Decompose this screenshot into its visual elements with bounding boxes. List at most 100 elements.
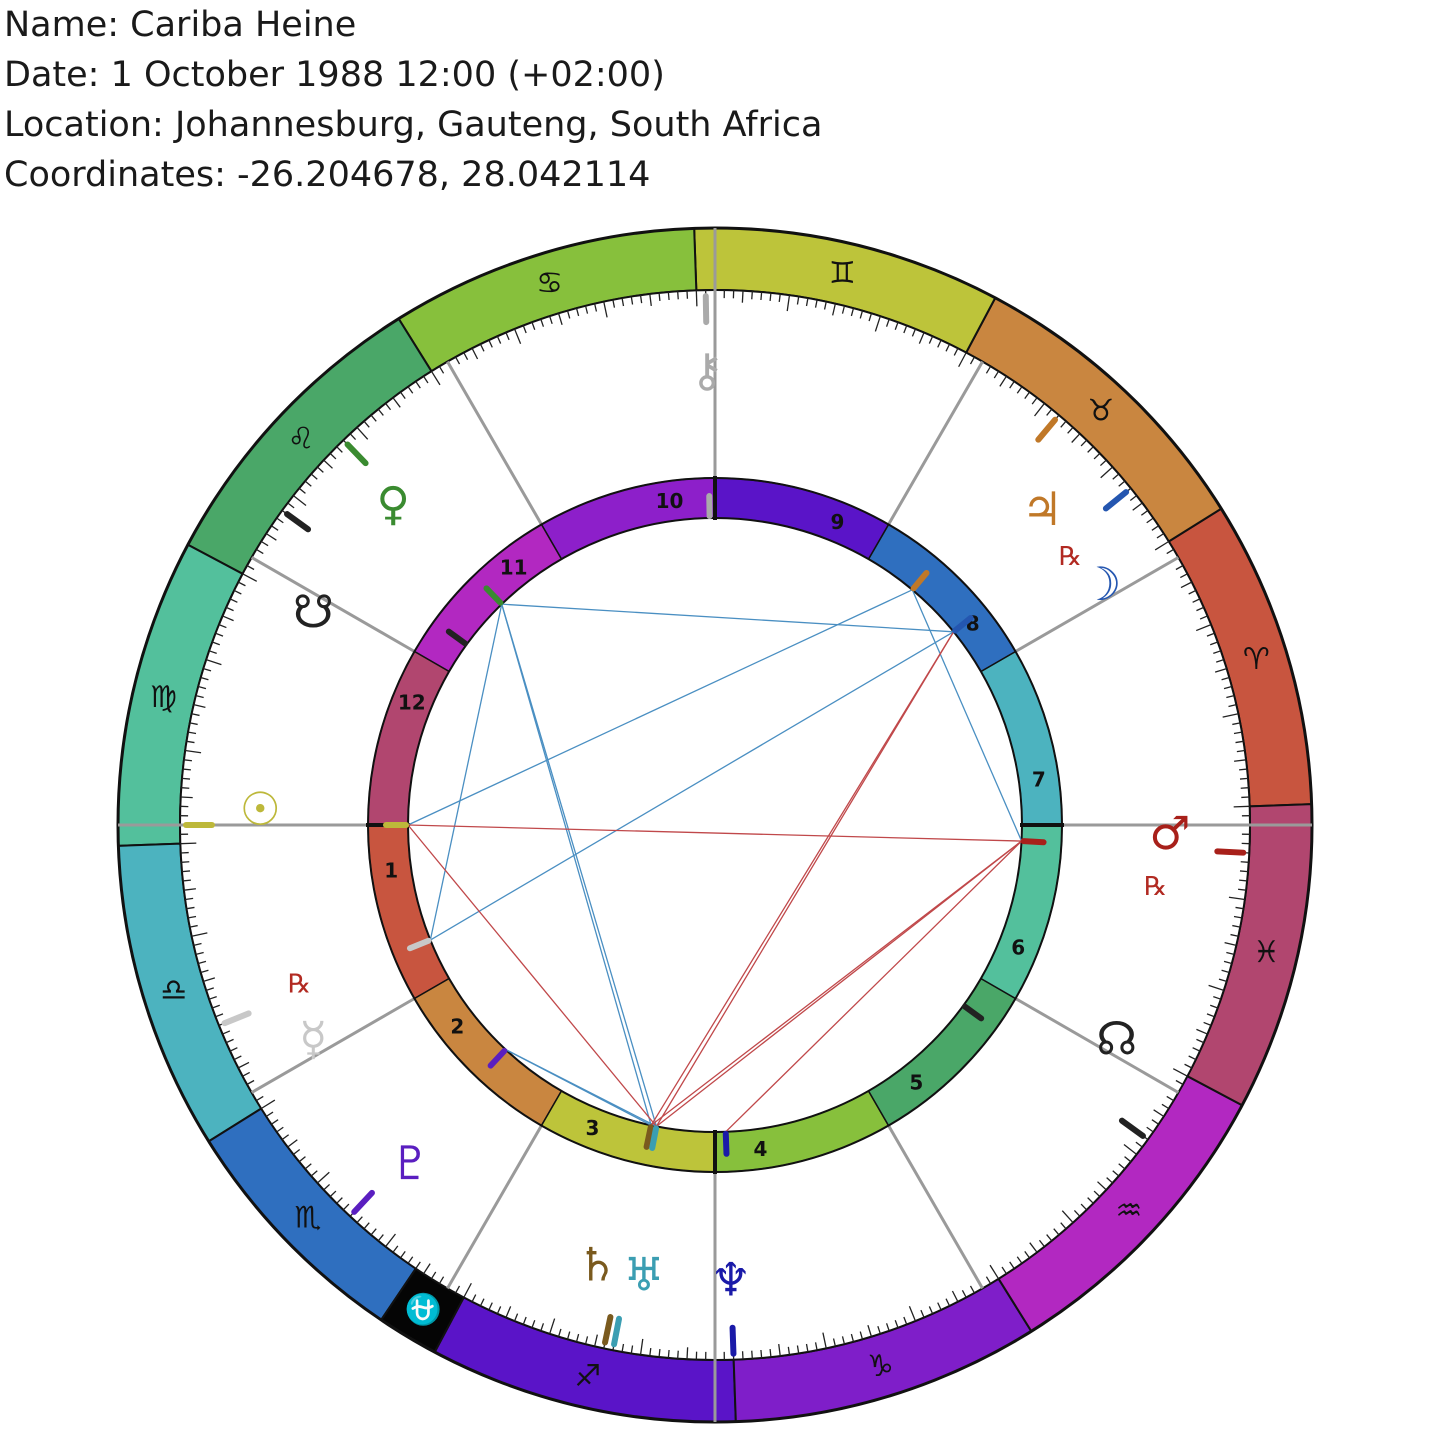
degree-tick <box>1175 565 1184 571</box>
venus-house-marker <box>483 585 504 606</box>
degree-tick <box>276 517 284 524</box>
degree-tick <box>222 1030 231 1035</box>
degree-tick <box>805 1343 809 1352</box>
degree-tick <box>522 1316 527 1325</box>
degree-tick <box>1239 870 1249 873</box>
degree-tick <box>488 1302 493 1311</box>
degree-tick <box>276 1126 284 1133</box>
coordinates-line: Coordinates: -26.204678, 28.042114 <box>4 155 651 195</box>
mars-house-marker <box>1020 838 1047 846</box>
degree-tick <box>885 1323 890 1332</box>
moon-zodiac-marker <box>1102 489 1130 512</box>
degree-tick <box>814 1342 818 1351</box>
uranus-zodiac-marker <box>611 1315 623 1348</box>
degree-tick <box>1239 879 1248 882</box>
house-cusp-line <box>250 556 416 653</box>
degree-tick <box>1240 861 1249 863</box>
mars-retrograde-icon: ℞ <box>1144 872 1167 902</box>
degree-tick <box>1087 446 1094 453</box>
degree-tick <box>455 1285 461 1294</box>
saturn-house-marker <box>643 1124 654 1150</box>
degree-tick <box>594 1334 598 1347</box>
degree-tick <box>1228 896 1245 901</box>
degree-tick <box>1166 548 1174 555</box>
house-cusp-line <box>887 1124 984 1290</box>
degree-tick <box>186 740 195 744</box>
degree-tick <box>1232 924 1241 928</box>
zodiac-glyph-taurus: ♉ <box>1088 394 1115 429</box>
degree-tick <box>242 1071 250 1077</box>
degree-tick <box>1221 676 1230 681</box>
degree-tick <box>208 650 217 655</box>
degree-tick <box>531 1319 536 1328</box>
degree-tick <box>951 1290 959 1302</box>
degree-tick <box>1061 1210 1074 1224</box>
degree-tick <box>188 915 197 919</box>
degree-tick <box>945 343 951 352</box>
degree-tick <box>549 1318 556 1335</box>
aspect-line-sun-uranus <box>407 824 657 1127</box>
degree-tick <box>415 381 421 389</box>
degree-tick <box>183 888 196 891</box>
aspect-line-venus-saturn <box>501 603 652 1126</box>
degree-tick <box>885 318 890 327</box>
degree-tick <box>1034 403 1045 417</box>
degree-tick <box>584 305 589 314</box>
degree-tick <box>200 969 209 974</box>
degree-tick <box>841 1336 846 1345</box>
degree-tick <box>1214 667 1227 673</box>
degree-tick <box>1112 1170 1120 1177</box>
mercury-retrograde-icon: ℞ <box>288 969 311 999</box>
degree-tick <box>549 315 553 324</box>
aspect-line-jupiter-mars <box>911 589 1023 842</box>
degree-tick <box>256 1095 264 1102</box>
degree-tick <box>1196 1038 1205 1044</box>
degree-tick <box>298 487 306 494</box>
degree-tick <box>377 408 384 416</box>
moon-house-marker <box>952 614 974 634</box>
degree-tick <box>877 1326 881 1335</box>
degree-tick <box>695 290 698 307</box>
zodiac-glyph-capricorn: ♑ <box>867 1349 894 1384</box>
degree-tick <box>260 1099 276 1110</box>
degree-tick <box>1196 1028 1208 1035</box>
south-node-house-marker <box>445 628 469 647</box>
pluto-zodiac-marker <box>351 1189 375 1215</box>
north-node-icon: ☊ <box>1096 1012 1137 1066</box>
jupiter-retrograde-icon: ℞ <box>1059 542 1082 572</box>
degree-tick <box>1166 1095 1174 1102</box>
degree-tick <box>1100 466 1114 479</box>
degree-tick <box>1106 1177 1114 1184</box>
degree-tick <box>760 291 763 301</box>
zodiac-glyph-virgo: ♍ <box>150 680 177 715</box>
degree-tick <box>937 1302 942 1311</box>
degree-tick <box>1053 1228 1060 1236</box>
degree-tick <box>329 452 337 460</box>
degree-tick <box>229 1047 238 1052</box>
degree-tick <box>287 502 295 509</box>
degree-tick <box>1239 777 1249 780</box>
degree-tick <box>1046 408 1053 416</box>
venus-icon: ♀ <box>376 476 410 530</box>
degree-tick <box>1016 1256 1023 1264</box>
south-node-icon: ☋ <box>293 584 334 638</box>
degree-tick <box>336 446 343 453</box>
degree-tick <box>1222 713 1239 718</box>
degree-tick <box>180 796 193 799</box>
house-number-10: 10 <box>656 489 684 513</box>
degree-tick <box>1009 381 1015 389</box>
degree-tick <box>961 1290 967 1298</box>
degree-tick <box>256 548 264 555</box>
degree-tick <box>540 318 545 327</box>
degree-tick <box>1235 740 1244 744</box>
degree-tick <box>356 426 369 440</box>
degree-tick <box>993 370 1000 379</box>
degree-tick <box>191 713 200 717</box>
degree-tick <box>1203 1021 1212 1027</box>
zodiac-glyph-scorpio: ♏ <box>294 1201 321 1236</box>
degree-tick <box>639 1338 644 1355</box>
degree-tick <box>1216 659 1225 663</box>
degree-tick <box>181 861 190 863</box>
degree-tick <box>1180 581 1192 589</box>
degree-tick <box>1099 459 1107 467</box>
